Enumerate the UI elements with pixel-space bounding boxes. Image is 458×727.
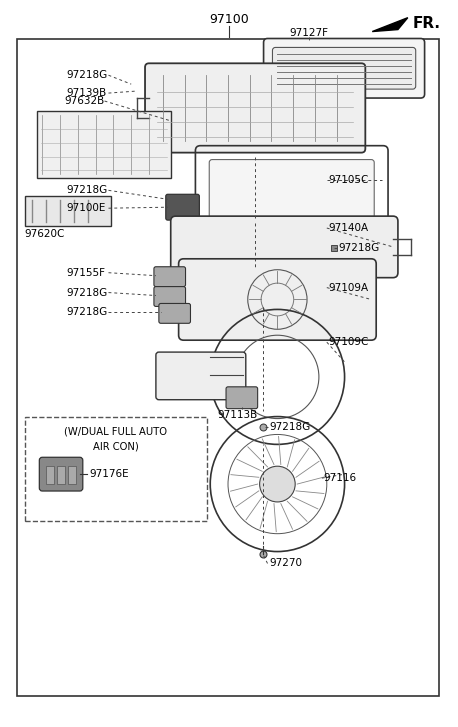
Text: 97620C: 97620C: [25, 229, 65, 239]
Bar: [38, 111, 171, 178]
Text: 97218G: 97218G: [66, 288, 107, 297]
Text: 97109A: 97109A: [329, 283, 369, 292]
FancyBboxPatch shape: [273, 47, 416, 89]
FancyBboxPatch shape: [159, 303, 191, 324]
Text: 97139B: 97139B: [66, 88, 106, 98]
Text: FR.: FR.: [413, 16, 441, 31]
Polygon shape: [372, 17, 408, 31]
FancyBboxPatch shape: [209, 159, 374, 219]
Text: 97270: 97270: [269, 558, 302, 569]
Text: (W/DUAL FULL AUTO: (W/DUAL FULL AUTO: [64, 427, 167, 436]
Text: 97176E: 97176E: [90, 469, 129, 479]
FancyBboxPatch shape: [39, 457, 83, 491]
Text: 97632B: 97632B: [64, 96, 104, 106]
Circle shape: [260, 466, 295, 502]
Text: 97127F: 97127F: [289, 28, 328, 38]
FancyBboxPatch shape: [156, 352, 246, 400]
Text: 97116: 97116: [324, 473, 357, 483]
FancyBboxPatch shape: [226, 387, 258, 409]
FancyBboxPatch shape: [145, 63, 365, 153]
Text: 97109C: 97109C: [329, 337, 369, 348]
FancyBboxPatch shape: [154, 286, 185, 307]
Text: 97218G: 97218G: [269, 422, 311, 432]
Text: 97218G: 97218G: [66, 71, 107, 80]
Text: AIR CON): AIR CON): [93, 441, 138, 451]
FancyBboxPatch shape: [154, 267, 185, 286]
Bar: [46, 466, 54, 484]
FancyBboxPatch shape: [263, 39, 425, 98]
FancyBboxPatch shape: [179, 259, 376, 340]
Text: 97155F: 97155F: [66, 268, 105, 278]
Bar: [57, 466, 65, 484]
Text: 97105C: 97105C: [329, 175, 369, 185]
Text: 97140A: 97140A: [329, 223, 369, 233]
Text: 97218G: 97218G: [66, 185, 107, 196]
Text: 97218G: 97218G: [66, 308, 107, 318]
Text: 97113B: 97113B: [218, 409, 258, 419]
Text: 97218G: 97218G: [338, 243, 380, 253]
Text: 97100E: 97100E: [66, 203, 105, 213]
Bar: [68, 466, 76, 484]
FancyBboxPatch shape: [171, 216, 398, 278]
Bar: [25, 196, 111, 226]
FancyBboxPatch shape: [166, 194, 199, 220]
Text: 97100: 97100: [209, 13, 249, 26]
